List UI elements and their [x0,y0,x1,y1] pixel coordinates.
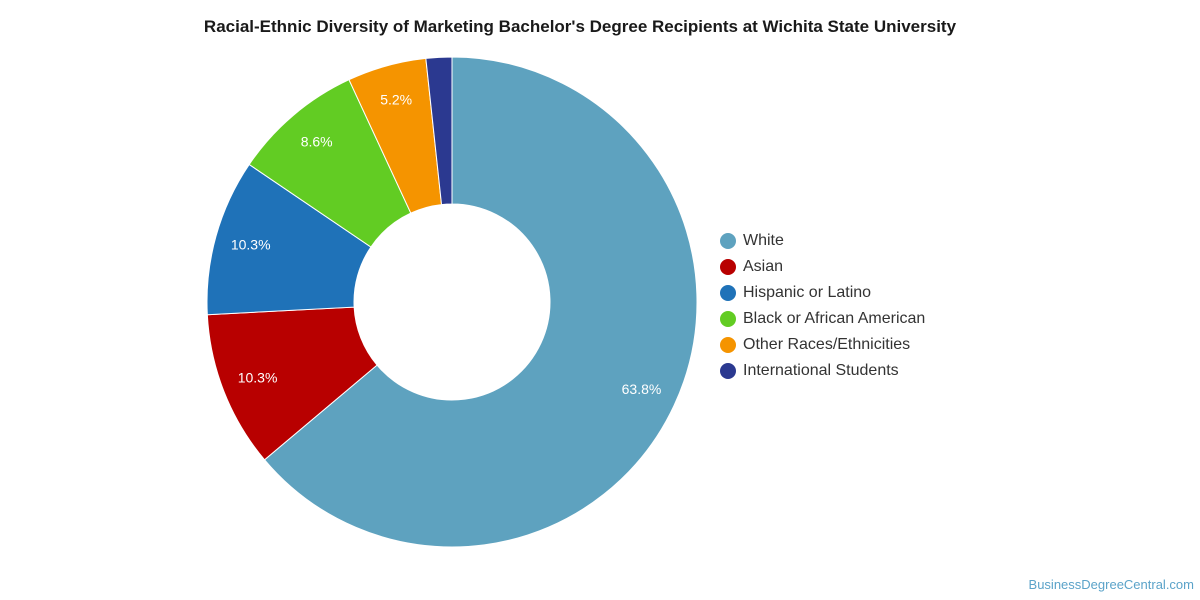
legend-item-asian[interactable]: Asian [720,254,925,280]
slice-label-other-races-ethnicities: 5.2% [380,91,412,107]
chart-title: Racial-Ethnic Diversity of Marketing Bac… [203,17,957,36]
slice-label-asian: 10.3% [238,369,278,385]
legend-item-international-students[interactable]: International Students [720,358,925,384]
pie-slice-international-students [425,56,453,206]
legend-label: White [743,232,784,249]
legend-item-white[interactable]: White [720,228,925,254]
slice-label-black-or-african-american: 8.6% [301,133,333,149]
legend-item-black-or-african-american[interactable]: Black or African American [720,306,925,332]
legend-label: Black or African American [743,310,926,327]
pie-slice-asian [206,306,378,461]
pie-slice-hispanic-or-latino [206,163,372,316]
legend-label: International Students [743,362,899,379]
legend-swatch-icon [720,363,736,379]
legend-swatch-icon [720,337,736,353]
legend-swatch-icon [720,259,736,275]
legend-swatch-icon [720,233,736,249]
legend-swatch-icon [720,311,736,327]
slice-label-white: 63.8% [622,381,662,397]
slice-label-hispanic-or-latino: 10.3% [231,237,271,253]
legend-label: Hispanic or Latino [743,284,872,301]
legend: White Asian Hispanic or Latino Black or Afr… [720,228,925,384]
legend-swatch-icon [720,285,736,301]
legend-label: Other Races/Ethnicities [743,336,911,353]
source-credit: BusinessDegreeCentral.com [1028,577,1194,592]
legend-item-hispanic-or-latino[interactable]: Hispanic or Latino [720,280,925,306]
pie-slice-white [263,56,698,548]
legend-item-other-races-ethnicities[interactable]: Other Races/Ethnicities [720,332,925,358]
legend-label: Asian [743,258,784,275]
